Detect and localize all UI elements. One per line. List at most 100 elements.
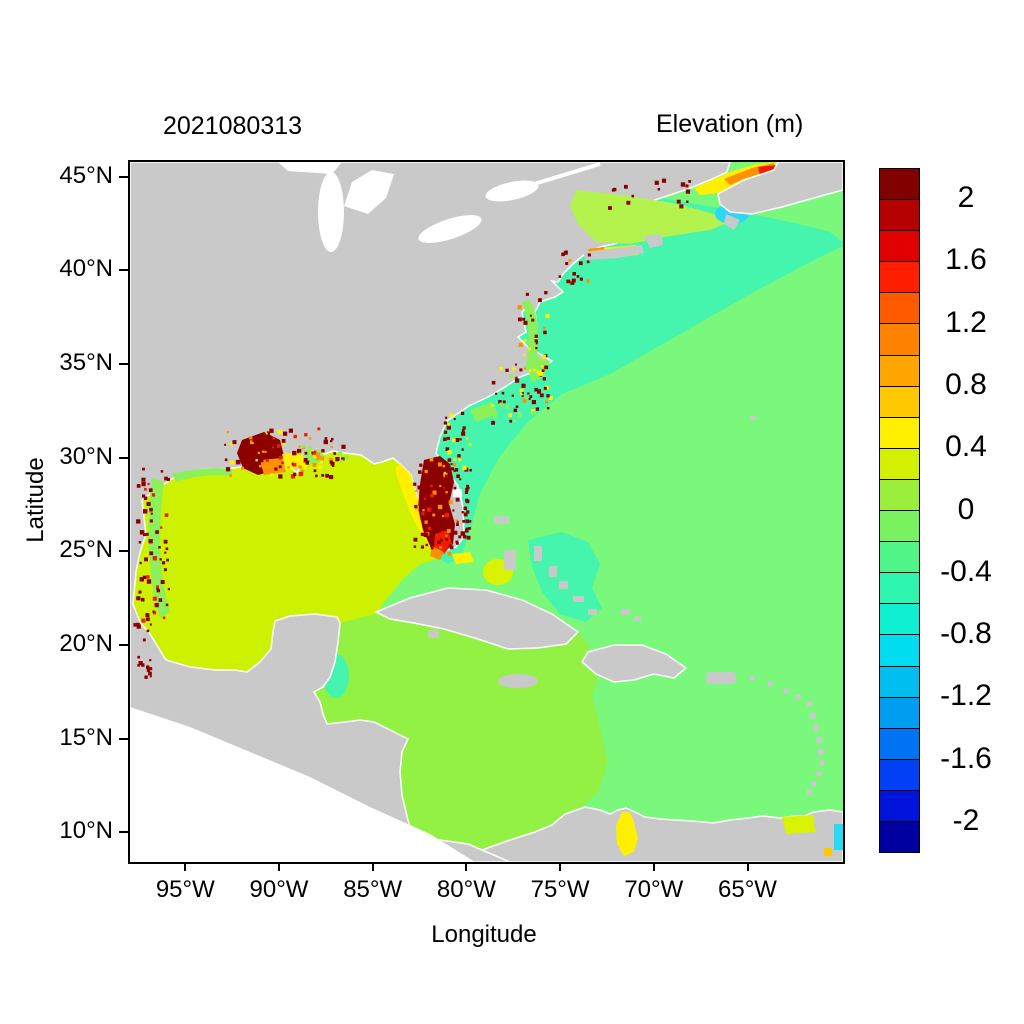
x-tick-label: 95°W: [155, 876, 215, 903]
colorbar-cell: [880, 820, 919, 853]
coastal-surge-speckles: [133, 178, 692, 679]
y-tick-mark: [119, 175, 128, 178]
colorbar-cell: [880, 199, 919, 231]
bermuda-island: [750, 416, 756, 420]
y-tick-label: 35°N: [59, 348, 113, 376]
lake-michigan: [318, 172, 344, 252]
colorbar-cell: [880, 572, 919, 604]
orinoco-gold-patch: [824, 848, 832, 856]
elevation-map: [130, 162, 843, 862]
colorbar-tick-label: -2: [952, 803, 980, 837]
y-tick-label: 20°N: [59, 630, 113, 657]
cape-cod-land: [644, 234, 663, 248]
colorbar-cell: [880, 169, 919, 200]
x-tick-label: 65°W: [718, 876, 777, 903]
atlantic-shelf-teal-region: [420, 180, 843, 564]
colorbar-tick-label: -0.4: [940, 554, 992, 588]
x-tick-mark: [652, 862, 655, 871]
jamaica-land: [498, 674, 538, 688]
x-tick-mark: [184, 862, 187, 871]
colorbar-cell: [880, 789, 919, 821]
colorbar-cell: [880, 478, 919, 511]
isle-of-youth-land: [428, 630, 439, 638]
lake-superior: [278, 162, 342, 174]
louisiana-surge-orange: [260, 458, 286, 475]
colorbar-tick-label: 1.2: [945, 305, 987, 339]
st-lawrence-river: [533, 162, 601, 186]
florida-bay-yellow: [452, 552, 474, 564]
florida-tip-orange: [430, 546, 444, 560]
nw-gulf-green-fringe: [172, 468, 232, 482]
colorbar-tick-label: 1.6: [945, 243, 987, 277]
y-tick-mark: [119, 737, 128, 740]
southwest-florida-surge-dark-red: [418, 456, 455, 554]
bahamas-islands: [494, 516, 641, 621]
colorbar-title: Elevation (m): [656, 110, 804, 138]
carolina-coast-green: [470, 402, 498, 422]
y-tick-label: 15°N: [59, 723, 113, 751]
colorbar-cell: [880, 541, 919, 573]
trinidad-shelf-patch: [782, 815, 816, 834]
x-tick-mark: [278, 862, 280, 871]
orinoco-cyan-strip: [834, 824, 843, 850]
y-tick-label: 30°N: [59, 442, 113, 470]
x-tick-mark: [746, 862, 749, 871]
colorbar-tick-label: -1.2: [940, 679, 992, 713]
lake-huron: [344, 170, 394, 214]
trinidad-island: [814, 815, 829, 828]
colorbar-cell: [880, 758, 919, 790]
x-tick-label: 70°W: [624, 876, 684, 903]
colorbar-cell: [880, 385, 919, 417]
colorbar-cell: [880, 354, 919, 386]
lake-ontario: [485, 180, 539, 202]
lake-maracaibo-yellow: [616, 812, 638, 856]
y-tick-mark: [119, 362, 128, 365]
colorbar-cell: [880, 510, 919, 542]
colorbar-tick-label: 2: [957, 181, 975, 215]
y-tick-mark: [119, 269, 128, 272]
y-tick-label: 40°N: [59, 255, 113, 283]
colorbar-cell: [880, 727, 919, 759]
colorbar-cell: [880, 292, 919, 324]
x-tick-label: 75°W: [530, 876, 590, 903]
y-tick-label: 45°N: [59, 161, 113, 189]
nova-scotia-land: [717, 162, 843, 215]
y-tick-mark: [119, 644, 128, 646]
x-tick-label: 80°W: [436, 876, 496, 903]
colorbar-cell: [880, 447, 919, 479]
y-tick-mark: [119, 550, 128, 553]
x-tick-label: 90°W: [249, 876, 309, 903]
colorbar-tick-label: -0.8: [940, 617, 992, 651]
colorbar-tick-label: 0.8: [945, 367, 987, 401]
y-tick-mark: [119, 456, 128, 459]
lake-erie: [418, 215, 482, 243]
colorbar-cell: [880, 665, 919, 697]
plot-title-date: 2021080313: [163, 112, 303, 140]
lake-okeechobee: [453, 489, 462, 497]
colorbar-cell: [880, 696, 919, 728]
y-tick-label: 25°N: [59, 536, 113, 564]
lesser-antilles-islands: [749, 675, 825, 795]
x-tick-label: 85°W: [343, 876, 403, 903]
x-tick-mark: [371, 862, 374, 871]
caribbean-sea-region: [314, 614, 608, 850]
y-axis-title: Latitude: [22, 457, 49, 543]
long-island-land: [583, 245, 644, 260]
x-tick-mark: [465, 862, 468, 871]
colorbar: [879, 168, 920, 853]
colorbar-cell: [880, 634, 919, 666]
gulf-of-maine-patch: [570, 190, 730, 244]
gulf-of-mexico-region: [133, 451, 447, 672]
pacific-no-data-region: [130, 707, 475, 862]
colorbar-cell: [880, 603, 919, 635]
map-plot-area: [128, 160, 845, 864]
x-axis-title: Longitude: [431, 921, 537, 948]
nova-scotia-tip: [724, 214, 740, 230]
colorbar-tick-label: 0: [957, 492, 975, 526]
colorbar-cell: [880, 230, 919, 262]
hispaniola-land: [581, 644, 688, 683]
colorbar-tick-label: -1.6: [940, 741, 992, 775]
y-tick-label: 10°N: [59, 817, 113, 845]
puerto-rico-land: [706, 672, 736, 684]
